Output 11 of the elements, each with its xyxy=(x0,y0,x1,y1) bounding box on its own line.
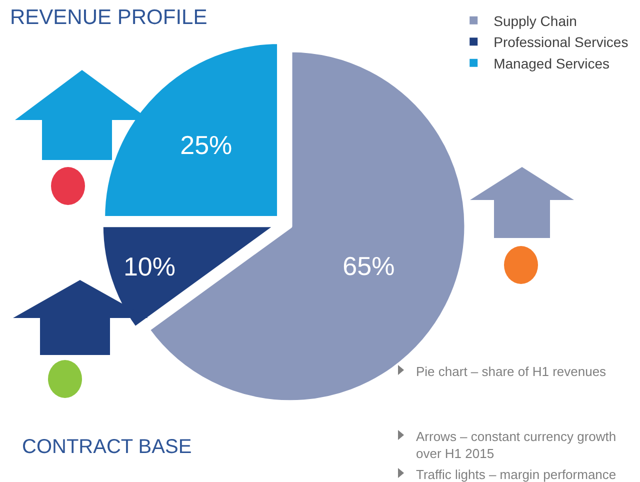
legend-label: Supply Chain xyxy=(494,12,577,29)
text: CONTRACT BASE xyxy=(22,436,192,458)
legend-label: Managed Services xyxy=(494,55,610,72)
text: Arrows – constant currency growth over H1 2015 xyxy=(416,429,616,461)
data-label: 65% xyxy=(342,251,395,282)
text: Pie chart – share of H1 revenues xyxy=(416,364,607,379)
text: Traffic lights – margin performance xyxy=(416,467,616,482)
data-label: 25% xyxy=(180,130,232,160)
data-label: 10% xyxy=(123,252,176,282)
legend-label: Professional Services xyxy=(494,34,628,50)
chart-title: REVENUE PROFILE xyxy=(10,6,208,29)
